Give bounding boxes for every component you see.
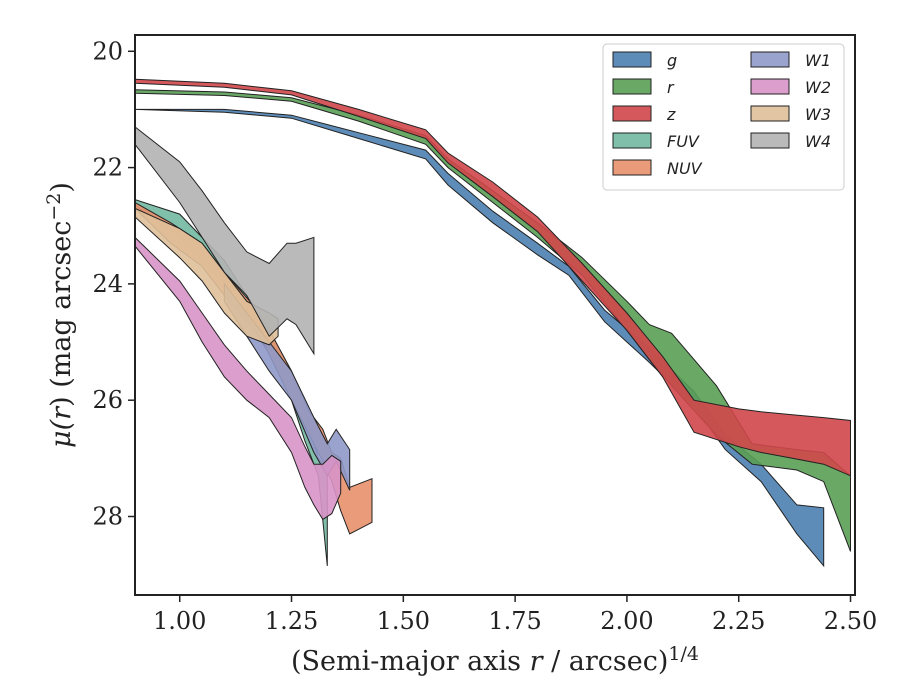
legend: grz FUV NUV W1 W2 W3 W4 [602, 43, 845, 191]
band-w3 [135, 207, 279, 346]
legend-item-nuv: NUV [612, 159, 703, 178]
x-tick-label: 2.25 [712, 607, 765, 635]
legend-label: FUV [667, 132, 700, 151]
legend-item-g: g [612, 51, 677, 70]
legend-label: g [667, 51, 677, 70]
x-tick-label: 1.75 [488, 607, 541, 635]
legend-item-w1: W1 [750, 51, 831, 70]
legend-swatch [750, 51, 790, 68]
legend-item-z: z [612, 105, 676, 124]
plot-frame [134, 34, 856, 596]
x-axis-label: (Semi-major axis r / arcsec)1/4 [291, 643, 699, 677]
x-tick-label: 1.25 [265, 607, 318, 635]
legend-label: W1 [805, 51, 831, 70]
x-tick-label: 2.00 [600, 607, 653, 635]
x-tick-label: 1.50 [377, 607, 430, 635]
legend-label: W4 [805, 132, 831, 151]
legend-swatch [612, 51, 652, 68]
band-g [135, 108, 825, 568]
x-tick-label: 1.00 [153, 607, 206, 635]
y-tick-label: 22 [92, 154, 123, 182]
legend-swatch [612, 105, 652, 122]
band-w4 [135, 126, 315, 356]
y-tick-label: 28 [92, 502, 123, 530]
legend-label: W3 [805, 105, 831, 124]
legend-item-w3: W3 [750, 105, 831, 124]
legend-swatch [612, 159, 652, 176]
legend-swatch [750, 105, 790, 122]
legend-label: W2 [805, 78, 831, 97]
y-axis-label: μ(r) (mag arcsec−2) [43, 182, 77, 448]
legend-swatch [612, 132, 652, 149]
legend-swatch [750, 78, 790, 95]
plot-area [135, 78, 851, 568]
y-tick-label: 24 [92, 270, 123, 298]
legend-item-w4: W4 [750, 132, 831, 151]
band-w2 [135, 236, 342, 521]
legend-label: NUV [667, 159, 703, 178]
x-tick-label: 2.50 [824, 607, 877, 635]
legend-label: z [666, 105, 676, 124]
y-tick-label: 26 [92, 386, 123, 414]
bands-group [135, 78, 851, 568]
legend-swatch [750, 132, 790, 149]
legend-item-fuv: FUV [612, 132, 700, 151]
legend-swatch [612, 78, 652, 95]
legend-item-w2: W2 [750, 78, 831, 97]
legend-item-r: r [612, 78, 675, 97]
y-tick-label: 20 [92, 37, 123, 65]
band-z [135, 78, 851, 477]
legend-label: r [667, 78, 675, 97]
axes: 1.00 1.25 1.50 1.75 2.00 2.25 2.50 20 22 24 26 28 [92, 34, 877, 635]
